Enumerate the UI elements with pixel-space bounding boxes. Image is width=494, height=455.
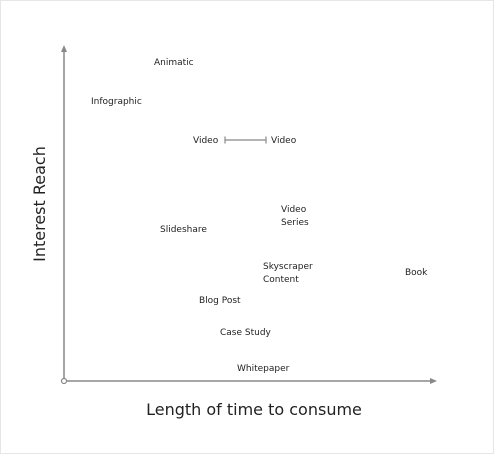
- item-infographic: Infographic: [91, 97, 142, 107]
- item-whitepaper-line: Whitepaper: [237, 364, 290, 374]
- item-video-long-line: Video: [271, 136, 297, 146]
- item-video-short: Video: [193, 136, 219, 146]
- item-blog-post: Blog Post: [199, 296, 241, 306]
- item-video-series: Video Series: [281, 205, 309, 228]
- item-video-long: Video: [271, 136, 297, 146]
- item-video-series-line-1: Video: [281, 205, 307, 215]
- item-animatic: Animatic: [154, 58, 194, 68]
- item-whitepaper: Whitepaper: [237, 364, 290, 374]
- item-book: Book: [405, 268, 428, 278]
- item-video-series-line-2: Series: [281, 218, 309, 228]
- item-slideshare: Slideshare: [160, 225, 207, 235]
- item-case-study-line: Case Study: [220, 328, 272, 338]
- item-slideshare-line: Slideshare: [160, 225, 207, 235]
- video-range-connector: [224, 136, 267, 144]
- y-axis-title: Interest Reach: [30, 146, 49, 262]
- y-axis-arrowhead: [61, 45, 67, 52]
- item-skyscraper-content-line-2: Content: [263, 275, 299, 285]
- item-case-study: Case Study: [220, 328, 272, 338]
- item-animatic-line: Animatic: [154, 58, 194, 68]
- item-book-line: Book: [405, 268, 428, 278]
- x-axis-title: Length of time to consume: [146, 400, 362, 419]
- item-blog-post-line: Blog Post: [199, 296, 241, 306]
- item-video-short-line: Video: [193, 136, 219, 146]
- x-axis-arrowhead: [430, 378, 437, 384]
- axis-origin-marker: [60, 377, 68, 385]
- item-infographic-line: Infographic: [91, 97, 142, 107]
- item-skyscraper-content-line-1: Skyscraper: [263, 262, 313, 272]
- item-skyscraper-content: Skyscraper Content: [263, 262, 316, 285]
